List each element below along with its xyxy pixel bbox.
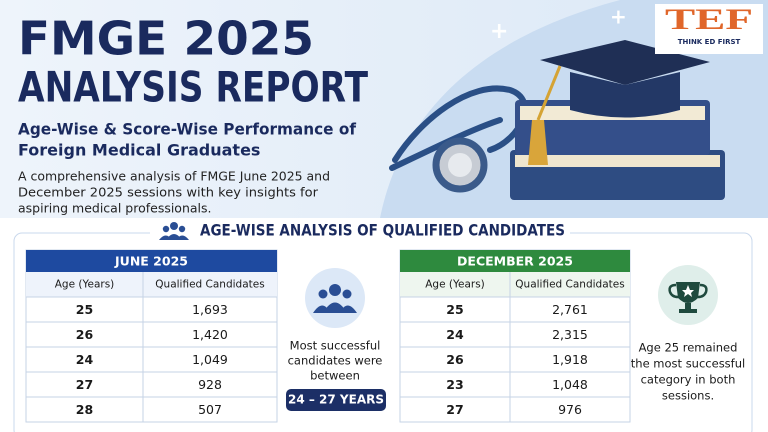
column-header: Age (Years) [55,279,115,291]
column-header: Qualified Candidates [155,279,264,291]
table-cell: 25 [446,302,463,317]
callout-line: the most successful [631,357,745,371]
callout-line: Age 25 remained [639,341,738,355]
callout-pill [286,389,386,411]
subtitle-line: Age-Wise & Score-Wise Performance of [18,120,357,139]
table-cell: 928 [198,377,222,392]
section-title: AGE-WISE ANALYSIS OF QUALIFIED CANDIDATE… [200,221,565,240]
plus-deco: + [610,5,627,29]
table-cell: 507 [198,402,222,417]
table-cell: 24 [446,327,464,342]
table-cell: 2,761 [552,302,588,317]
table-cell: 27 [446,402,463,417]
column-header: Age (Years) [425,279,485,291]
description-line: A comprehensive analysis of FMGE June 20… [18,169,330,184]
column-header-bg [400,272,630,297]
table-cell: 1,420 [192,327,228,342]
table-cell: 27 [76,377,93,392]
section-title-bg [150,220,570,244]
table-cell: 1,693 [192,302,228,317]
table-cell: 26 [76,327,94,342]
column-header: Qualified Candidates [515,279,624,291]
callout-icon-bg [305,268,365,328]
logo-letters: TEF [665,3,753,36]
table-cell: 28 [76,402,93,417]
table-title: DECEMBER 2025 [457,254,573,269]
table-cell: 1,049 [192,352,228,367]
subtitle-line: Foreign Medical Graduates [18,141,260,160]
table-cell: 26 [446,352,464,367]
column-header-bg [26,272,277,297]
books-illustration [510,40,725,200]
callout-line: between [310,369,360,383]
plus-deco: + [490,19,508,44]
table-cell: 24 [76,352,94,367]
people-icon [159,222,189,240]
title-line: FMGE 2025 [18,12,314,66]
table-cell: 1,048 [552,377,588,392]
table-cell: 25 [76,302,93,317]
callout-line: Most successful [290,339,381,353]
table-title: JUNE 2025 [114,254,188,269]
group-icon [313,284,357,313]
trophy-icon [668,282,708,313]
description-line: aspiring medical professionals. [18,201,212,216]
callout-highlight: 24 – 27 YEARS [288,393,384,407]
table-cell: 23 [446,377,463,392]
tables: JUNE 2025 Age (Years) Qualified Candidates… [25,249,631,423]
logo-tagline: THINK ED FIRST [678,38,741,46]
callout-line: sessions. [662,389,714,403]
callout-line: candidates were [288,354,383,368]
table-title-bar [400,250,630,272]
description-line: December 2025 sessions with key insights… [18,185,319,200]
table-cell: 2,315 [552,327,588,342]
callout-line: category in both [641,373,736,387]
title-line: ANALYSIS REPORT [18,63,368,112]
table-title-bar [26,250,277,272]
table-cell: 976 [558,402,582,417]
logo-bg [655,4,763,54]
table-cell: 1,918 [552,352,588,367]
